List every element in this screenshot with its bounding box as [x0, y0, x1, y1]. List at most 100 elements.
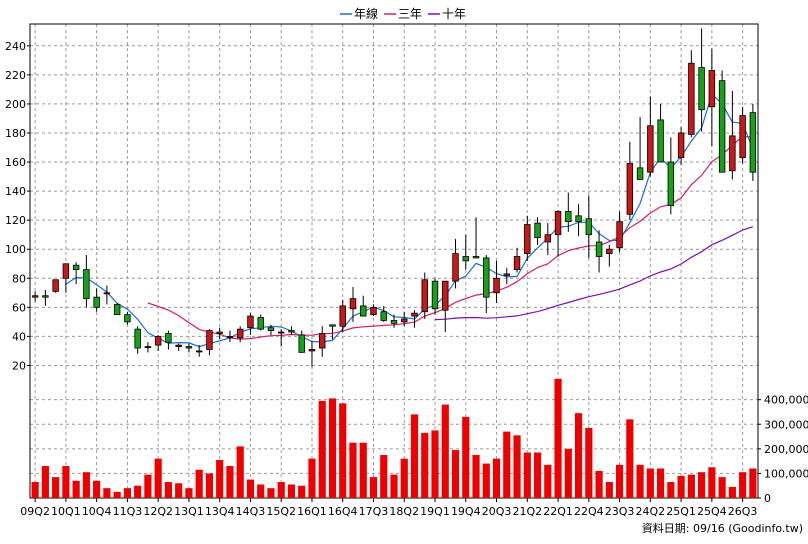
- price-tick-label: 200: [5, 98, 26, 111]
- candle-body: [257, 317, 264, 330]
- volume-tick-label: 300,000: [764, 418, 808, 431]
- volume-bar: [62, 466, 70, 498]
- candle-body: [544, 234, 552, 243]
- candle-body: [62, 263, 70, 279]
- candle-body: [534, 222, 541, 238]
- x-tick-label: 14Q3: [236, 505, 266, 518]
- volume-bar: [605, 482, 613, 498]
- source-label: 資料日期: 09/16 (Goodinfo.tw): [642, 521, 803, 535]
- volume-bar: [103, 488, 111, 498]
- candle-body: [595, 241, 603, 257]
- candle-body: [452, 253, 459, 282]
- volume-tick-label: 100,000: [764, 467, 808, 480]
- volume-bar: [390, 474, 398, 498]
- x-tick-label: 24Q2: [636, 505, 666, 518]
- price-tick-label: 80: [12, 272, 26, 285]
- volume-bar: [462, 416, 470, 498]
- volume-bar: [185, 488, 193, 498]
- candle-body: [688, 62, 695, 135]
- candle-body: [503, 273, 511, 276]
- candle-body: [390, 320, 398, 324]
- price-tick-label: 120: [5, 214, 26, 227]
- volume-bar: [298, 485, 306, 498]
- volume-bar: [41, 466, 49, 498]
- candle-body: [319, 333, 326, 349]
- candle-body: [616, 221, 623, 249]
- volume-bar: [513, 435, 521, 498]
- volume-bar: [195, 469, 203, 498]
- volume-bar: [503, 431, 511, 498]
- candle-body: [113, 304, 121, 316]
- x-tick-label: 15Q2: [266, 505, 296, 518]
- x-tick-label: 19Q4: [451, 505, 481, 518]
- price-tick-label: 60: [12, 301, 26, 314]
- ma-line-three-year: [147, 135, 753, 340]
- volume-bar: [339, 403, 347, 498]
- candle-body: [154, 336, 162, 346]
- x-tick-label: 13Q1: [174, 505, 204, 518]
- volume-bar: [123, 488, 131, 498]
- volume-bar: [257, 484, 265, 498]
- candle-body: [442, 280, 449, 311]
- ma-line-year: [65, 92, 754, 348]
- price-tick-label: 180: [5, 127, 26, 140]
- candle-body: [360, 305, 367, 317]
- grid-layer: [30, 24, 758, 498]
- x-tick-label: 11Q3: [113, 505, 143, 518]
- volume-bar: [708, 467, 716, 498]
- volume-tick-label: 200,000: [764, 443, 808, 456]
- candle-body: [606, 248, 613, 254]
- x-tick-label: 25Q1: [666, 505, 696, 518]
- volume-bar: [441, 404, 449, 498]
- candle-body: [226, 336, 234, 338]
- candle-body: [472, 256, 480, 259]
- volume-bar: [585, 427, 593, 498]
- candle-body: [411, 312, 418, 317]
- x-tick-label: 17Q3: [359, 505, 389, 518]
- volume-layer: [31, 378, 757, 498]
- candle-body: [349, 298, 357, 310]
- candle-body: [647, 125, 654, 173]
- volume-bar: [615, 464, 624, 498]
- volume-bar: [318, 400, 326, 498]
- volume-bar: [287, 484, 296, 498]
- candle-body: [216, 331, 223, 334]
- legend-label: 年線: [354, 6, 378, 21]
- volume-bar: [175, 483, 183, 498]
- volume-bar: [216, 459, 224, 498]
- candle-body: [729, 135, 736, 172]
- volume-bar: [72, 480, 80, 498]
- legend-label: 三年: [398, 7, 422, 21]
- candle-body: [134, 328, 141, 349]
- candle-body: [267, 327, 275, 331]
- candle-body: [72, 264, 80, 270]
- volume-bar: [698, 472, 706, 498]
- candle-body: [421, 279, 428, 313]
- x-tick-label: 16Q4: [328, 505, 358, 518]
- candle-body: [565, 211, 572, 223]
- volume-bar: [482, 463, 490, 498]
- candle-body: [585, 218, 593, 236]
- volume-bar: [574, 413, 583, 498]
- candle-body: [739, 115, 746, 159]
- volume-bar: [421, 432, 429, 498]
- volume-bar: [687, 474, 695, 498]
- candle-layer: [31, 28, 757, 367]
- volume-bar: [667, 482, 675, 498]
- volume-bar: [267, 488, 275, 498]
- candle-body: [493, 277, 500, 294]
- volume-bar: [134, 485, 142, 498]
- candle-body: [554, 211, 562, 236]
- candle-body: [185, 346, 193, 349]
- volume-bar: [554, 378, 562, 498]
- volume-bar: [369, 477, 378, 498]
- volume-bar: [451, 450, 460, 498]
- axis-layer: 20 40 60 80 100 120 140 160 180 200 220 240 0 100,000…: [5, 40, 808, 518]
- x-tick-label: 26Q3: [728, 505, 758, 518]
- volume-bar: [82, 472, 90, 498]
- candle-body: [195, 350, 203, 353]
- candle-body: [206, 330, 213, 350]
- x-tick-label: 10Q1: [51, 505, 81, 518]
- volume-bar: [52, 477, 60, 498]
- volume-bar: [728, 486, 736, 498]
